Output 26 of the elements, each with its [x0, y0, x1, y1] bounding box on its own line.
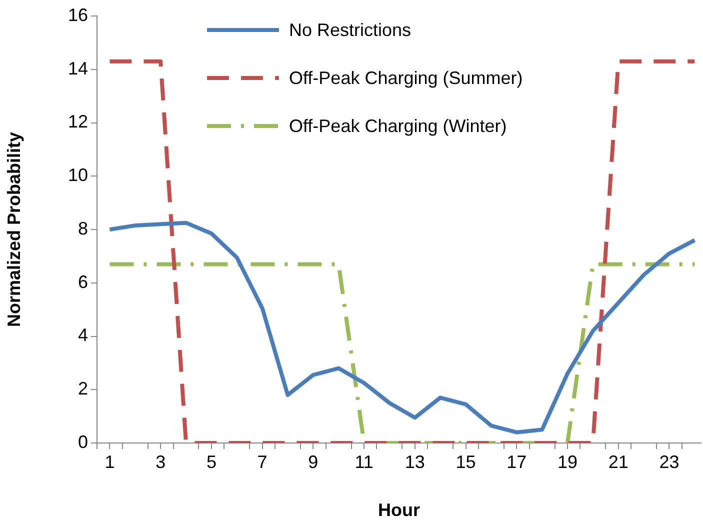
y-tick-label: 2: [78, 378, 88, 399]
x-tick-label: 13: [404, 452, 425, 472]
y-tick-label: 14: [68, 58, 88, 78]
x-tick-label: 1: [104, 452, 115, 472]
x-axis-title: Hour: [378, 500, 420, 520]
legend-label: Off-Peak Charging (Winter): [289, 116, 507, 136]
x-tick-label: 19: [557, 452, 578, 472]
legend-label: No Restrictions: [289, 20, 412, 40]
x-tick-label: 7: [257, 452, 268, 472]
y-tick-label: 6: [78, 272, 88, 292]
x-tick-label: 21: [608, 452, 628, 472]
x-tick-label: 11: [354, 452, 374, 472]
legend-label: Off-Peak Charging (Summer): [289, 68, 523, 88]
x-tick-label: 17: [506, 452, 527, 472]
x-tick-label: 3: [156, 452, 166, 472]
y-tick-label: 12: [68, 112, 88, 132]
x-tick-label: 9: [308, 452, 318, 472]
x-tick-label: 15: [456, 452, 476, 472]
y-tick-label: 4: [78, 325, 88, 346]
y-axis-title: Normalized Probability: [4, 132, 24, 328]
y-tick-label: 16: [68, 4, 88, 25]
y-tick-label: 10: [68, 165, 88, 186]
x-tick-label: 23: [659, 452, 680, 472]
y-tick-label: 0: [78, 432, 88, 452]
x-tick-label: 5: [206, 452, 216, 472]
y-tick-label: 8: [78, 218, 88, 238]
